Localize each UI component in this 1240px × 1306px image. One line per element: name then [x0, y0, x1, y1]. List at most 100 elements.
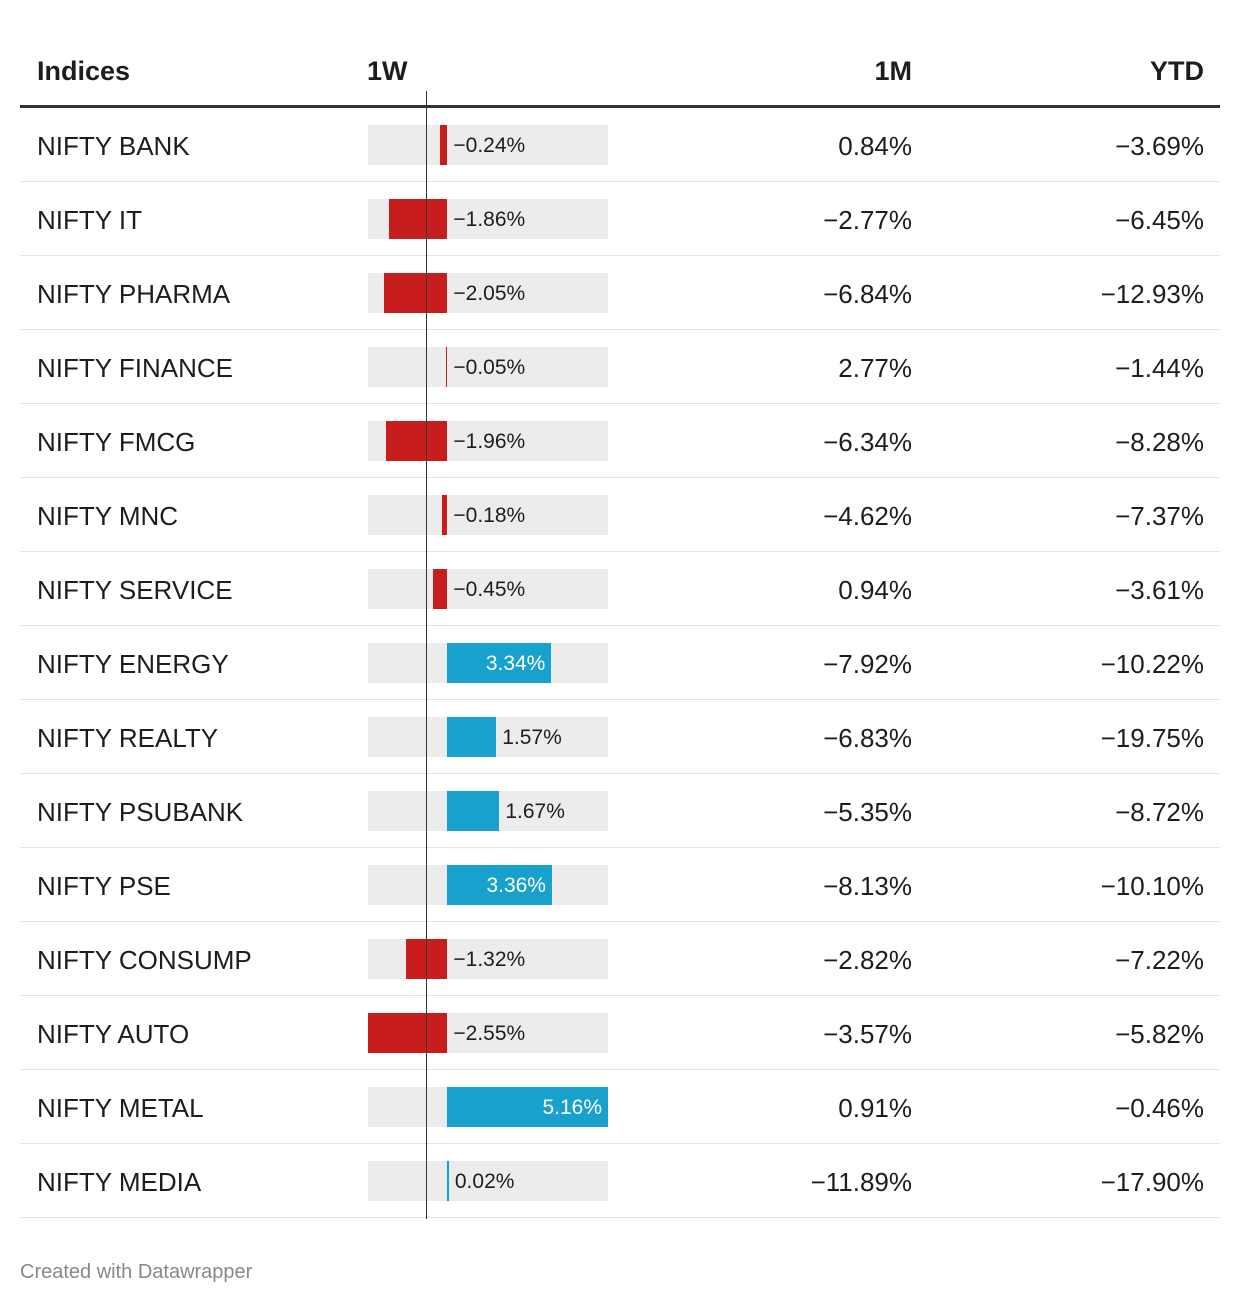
bar-track: 0.02% [368, 1161, 608, 1201]
value-ytd: −0.46% [1115, 1093, 1204, 1123]
table-row: NIFTY REALTY 1.57% −6.83% −19.75% [20, 700, 1220, 774]
bar-value-label: −2.55% [453, 1022, 526, 1045]
value-ytd: −10.22% [1100, 649, 1204, 679]
index-name: NIFTY PSUBANK [37, 797, 244, 827]
table-row: NIFTY MEDIA 0.02% −11.89% −17.90% [20, 1144, 1220, 1218]
bar-negative [441, 495, 448, 535]
bar-track: −1.32% [368, 939, 608, 979]
table-row: NIFTY PSUBANK 1.67% −5.35% −8.72% [20, 774, 1220, 848]
bar-value-label: 0.02% [454, 1170, 515, 1193]
table-header: Indices 1W 1M YTD [20, 36, 1220, 108]
value-1m: −8.13% [823, 871, 912, 901]
bar-value-label: −1.96% [453, 430, 526, 453]
bar-track: −0.05% [368, 347, 608, 387]
value-1m: −3.57% [823, 1019, 912, 1049]
table-row: NIFTY CONSUMP −1.32% −2.82% −7.22% [20, 922, 1220, 996]
bar-value-label: −0.24% [453, 134, 526, 157]
bar-track: 5.16% [368, 1087, 608, 1127]
bar-track: 3.36% [368, 865, 608, 905]
bar-track: 1.57% [368, 717, 608, 757]
footer-credit: Created with Datawrapper [20, 1261, 253, 1283]
bar-value-label: 1.57% [502, 726, 562, 749]
table-row: NIFTY PSE 3.36% −8.13% −10.10% [20, 848, 1220, 922]
index-name: NIFTY BANK [37, 131, 190, 161]
bar-negative [433, 569, 448, 609]
table-row: NIFTY FMCG −1.96% −6.34% −8.28% [20, 404, 1220, 478]
value-ytd: −8.72% [1115, 797, 1204, 827]
bar-negative [368, 1013, 448, 1053]
bar-value-label: −0.05% [453, 356, 526, 379]
bar-value-label: −0.45% [453, 578, 526, 601]
value-ytd: −3.69% [1115, 131, 1204, 161]
index-name: NIFTY REALTY [37, 723, 219, 753]
table-row: NIFTY AUTO −2.55% −3.57% −5.82% [20, 996, 1220, 1070]
index-name: NIFTY PHARMA [37, 279, 231, 309]
index-name: NIFTY SERVICE [37, 575, 233, 605]
bar-negative [386, 421, 448, 461]
value-1m: 0.84% [838, 131, 912, 161]
bar-track: −2.05% [368, 273, 608, 313]
bar-positive [447, 791, 500, 831]
table-row: NIFTY FINANCE −0.05% 2.77% −1.44% [20, 330, 1220, 404]
value-ytd: −17.90% [1100, 1167, 1204, 1197]
index-name: NIFTY FINANCE [37, 353, 233, 383]
value-1m: −4.62% [823, 501, 912, 531]
value-1m: −6.34% [823, 427, 912, 457]
indices-table: Indices 1W 1M YTD NIFTY BANK −0.24% 0.84% −… [20, 36, 1220, 1218]
bar-value-label: −0.18% [453, 504, 526, 527]
bar-track: −2.55% [368, 1013, 608, 1053]
value-1m: −5.35% [823, 797, 912, 827]
value-1m: −7.92% [823, 649, 912, 679]
bar-value-label: 3.36% [486, 874, 546, 897]
value-ytd: −8.28% [1115, 427, 1204, 457]
table-row: NIFTY ENERGY 3.34% −7.92% −10.22% [20, 626, 1220, 700]
header-indices: Indices [37, 56, 131, 86]
bar-track: −0.18% [368, 495, 608, 535]
value-ytd: −7.22% [1115, 945, 1204, 975]
value-ytd: −7.37% [1115, 501, 1204, 531]
index-name: NIFTY ENERGY [37, 649, 229, 679]
bar-value-label: −1.32% [453, 948, 526, 971]
table-row: NIFTY BANK −0.24% 0.84% −3.69% [20, 108, 1220, 182]
bar-negative [389, 199, 448, 239]
bar-value-label: 3.34% [485, 652, 546, 675]
header-1m: 1M [874, 56, 912, 86]
value-1m: −2.82% [823, 945, 912, 975]
value-ytd: −3.61% [1115, 575, 1204, 605]
bar-positive [447, 865, 552, 905]
value-1m: −11.89% [810, 1167, 912, 1197]
bar-track: 1.67% [368, 791, 608, 831]
index-name: NIFTY MNC [37, 501, 179, 531]
value-ytd: −19.75% [1100, 723, 1204, 753]
header-1w: 1W [367, 56, 408, 86]
bar-positive [447, 643, 552, 683]
bar-positive [447, 1161, 449, 1201]
bar-value-label: 5.16% [542, 1096, 602, 1119]
bar-track: −1.86% [368, 199, 608, 239]
value-ytd: −6.45% [1115, 205, 1204, 235]
value-1m: 0.91% [838, 1093, 912, 1123]
value-1m: 2.77% [838, 353, 912, 383]
bar-value-label: −2.05% [453, 282, 526, 305]
value-ytd: −10.10% [1100, 871, 1204, 901]
header-ytd: YTD [1150, 56, 1204, 86]
bar-positive [447, 1087, 608, 1127]
index-name: NIFTY MEDIA [37, 1167, 202, 1197]
bar-value-label: 1.67% [505, 800, 565, 823]
value-1m: −6.83% [823, 723, 912, 753]
index-name: NIFTY METAL [37, 1093, 204, 1123]
bar-negative [439, 125, 448, 165]
table-row: NIFTY METAL 5.16% 0.91% −0.46% [20, 1070, 1220, 1144]
bar-track: 3.34% [368, 643, 608, 683]
index-name: NIFTY FMCG [37, 427, 196, 457]
bar-negative [383, 273, 448, 313]
value-ytd: −5.82% [1115, 1019, 1204, 1049]
index-name: NIFTY AUTO [37, 1019, 190, 1049]
index-name: NIFTY PSE [37, 871, 171, 901]
table-row: NIFTY SERVICE −0.45% 0.94% −3.61% [20, 552, 1220, 626]
value-ytd: −12.93% [1100, 279, 1204, 309]
index-name: NIFTY CONSUMP [37, 945, 252, 975]
bar-zero-axis [426, 91, 427, 1219]
value-ytd: −1.44% [1115, 353, 1204, 383]
bar-positive [447, 717, 497, 757]
